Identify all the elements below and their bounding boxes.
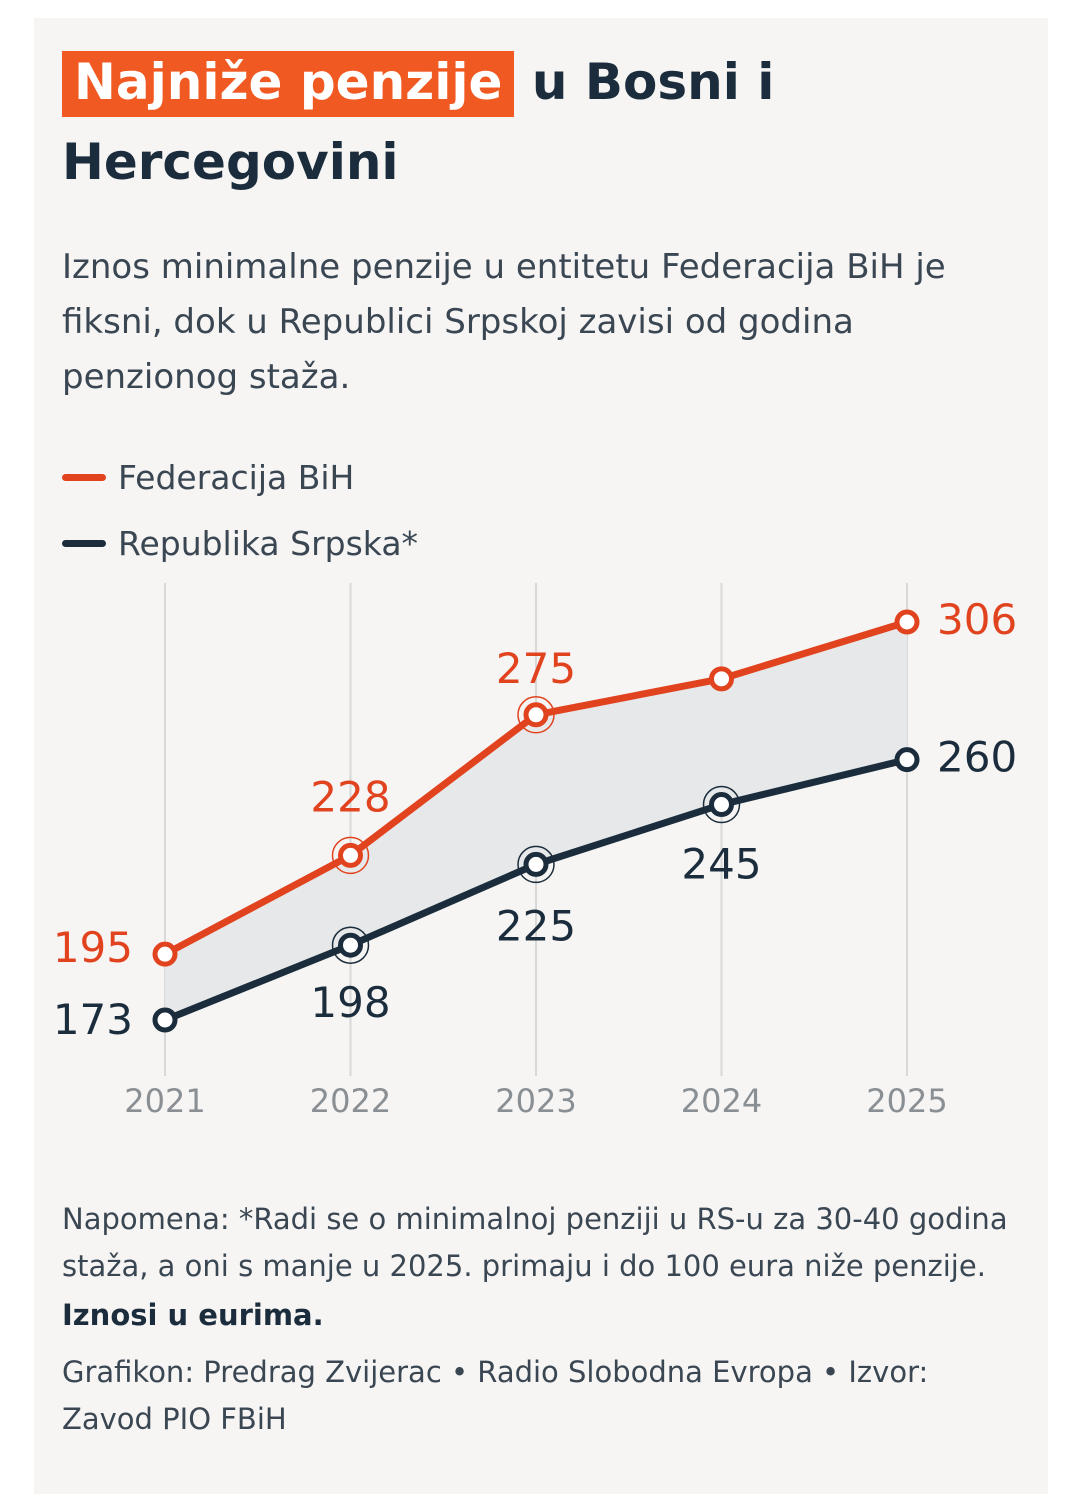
chart-card: Najniže penzije u Bosni i Hercegovini Iz… xyxy=(34,18,1048,1494)
title-highlight: Najniže penzije xyxy=(62,51,515,117)
x-tick-label-2022: 2022 xyxy=(310,1082,391,1120)
data-label-fbih-2025: 306 xyxy=(937,595,1017,644)
point-fbih-2024 xyxy=(709,666,734,692)
point-halo-fbih-2022 xyxy=(331,836,370,875)
data-label-rs-2024: 245 xyxy=(681,840,761,889)
data-label-rs-2021: 173 xyxy=(53,995,133,1044)
legend-swatch-rs xyxy=(62,539,106,547)
x-tick-label-2025: 2025 xyxy=(866,1082,947,1120)
point-halo-rs-2022 xyxy=(331,926,370,964)
x-tick-label-2021: 2021 xyxy=(124,1082,205,1120)
point-halo-rs-2024 xyxy=(702,785,741,824)
title-rest: u Bosni i Hercegovini xyxy=(62,53,775,191)
notes: Napomena: *Radi se o minimalnoj penziji … xyxy=(62,1196,1022,1443)
data-label-rs-2022: 198 xyxy=(310,978,390,1027)
point-fbih-2023 xyxy=(523,702,549,728)
x-tick-label-2023: 2023 xyxy=(495,1082,576,1120)
point-rs-2023 xyxy=(523,851,549,877)
legend-item-rs: Republika Srpska* xyxy=(62,514,418,572)
legend-label-rs: Republika Srpska* xyxy=(118,523,419,563)
note-text: Napomena: *Radi se o minimalnoj penziji … xyxy=(62,1202,1008,1283)
x-tick-label-2024: 2024 xyxy=(681,1082,762,1120)
point-fbih-2021 xyxy=(152,941,178,967)
point-halo-fbih-2023 xyxy=(517,696,555,734)
data-label-fbih-2022: 228 xyxy=(310,772,390,821)
legend-label-fbih: Federacija BiH xyxy=(118,457,355,497)
data-label-rs-2023: 225 xyxy=(496,901,576,950)
credit-text: Grafikon: Predrag Zvijerac • Radio Slobo… xyxy=(62,1355,929,1436)
units-note: Iznosi u eurima. xyxy=(62,1298,324,1332)
line-chart: 195 228 275 306 173 198 225 245 260 2021 2022 2023… xyxy=(53,583,1017,1120)
data-label-fbih-2023: 275 xyxy=(496,644,576,693)
point-halo-rs-2023 xyxy=(517,845,555,884)
data-label-fbih-2021: 195 xyxy=(53,923,133,972)
point-rs-2022 xyxy=(338,932,363,958)
legend-swatch-fbih xyxy=(62,473,106,481)
legend: Federacija BiH Republika Srpska* xyxy=(62,448,418,580)
point-rs-2025 xyxy=(894,747,920,773)
point-fbih-2022 xyxy=(338,842,363,868)
point-rs-2024 xyxy=(709,792,734,818)
chart-title: Najniže penzije u Bosni i Hercegovini xyxy=(62,42,982,202)
point-rs-2021 xyxy=(152,1007,178,1033)
data-label-rs-2025: 260 xyxy=(937,733,1017,782)
chart-subtitle: Iznos minimalne penzije u entitetu Feder… xyxy=(62,247,946,397)
difference-band xyxy=(165,622,907,1020)
legend-item-fbih: Federacija BiH xyxy=(62,448,418,506)
point-fbih-2025 xyxy=(894,609,920,635)
